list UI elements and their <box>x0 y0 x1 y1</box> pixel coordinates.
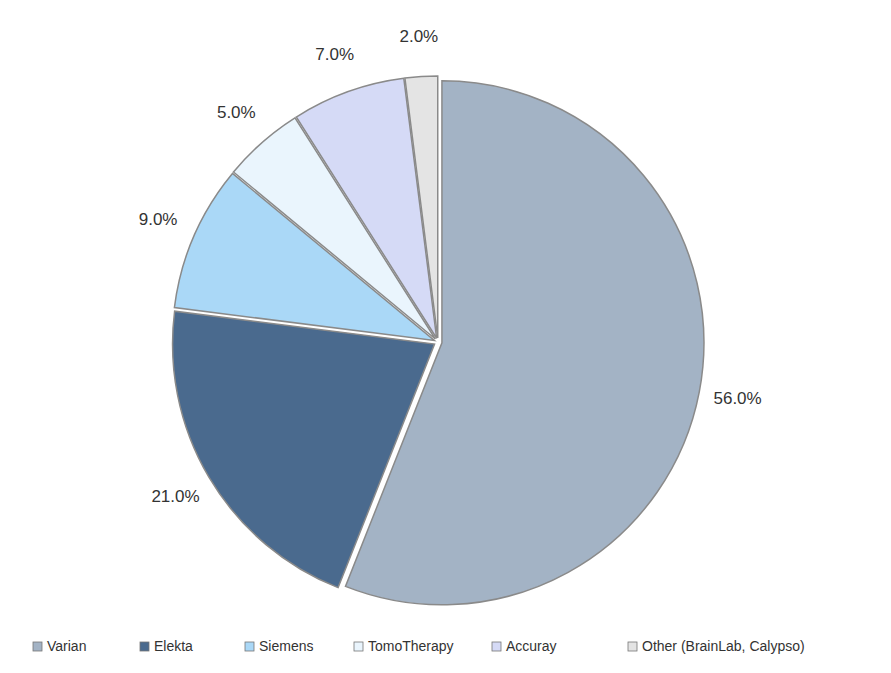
legend-swatch <box>33 642 42 651</box>
legend-label: Elekta <box>154 638 193 654</box>
pie-slice <box>405 76 438 338</box>
legend-entry: Elekta <box>140 638 193 654</box>
legend: Varian Elekta Siemens TomoTherapy Accuray Oth… <box>33 638 805 654</box>
legend-swatch <box>492 642 501 651</box>
chart: 56.0% 21.0% 9.0% 5.0% 7.0% 2.0% Varian Elekta Si… <box>0 0 891 673</box>
legend-swatch <box>140 642 149 651</box>
data-label: 21.0% <box>151 487 199 506</box>
pie-slice <box>173 311 435 587</box>
legend-swatch <box>628 642 637 651</box>
data-label: 7.0% <box>315 45 354 64</box>
data-labels: 56.0% 21.0% 9.0% 5.0% 7.0% 2.0% <box>139 27 762 506</box>
data-label: 9.0% <box>139 210 178 229</box>
legend-entry: Other (BrainLab, Calypso) <box>628 638 805 654</box>
data-label: 2.0% <box>399 27 438 46</box>
legend-entry: Accuray <box>492 638 557 654</box>
legend-label: Varian <box>47 638 86 654</box>
legend-label: Siemens <box>259 638 313 654</box>
pie <box>173 76 704 605</box>
legend-swatch <box>245 642 254 651</box>
legend-label: Accuray <box>506 638 557 654</box>
legend-entry: Siemens <box>245 638 313 654</box>
data-label: 5.0% <box>217 103 256 122</box>
legend-swatch <box>354 642 363 651</box>
legend-entry: TomoTherapy <box>354 638 454 654</box>
legend-label: Other (BrainLab, Calypso) <box>642 638 805 654</box>
legend-label: TomoTherapy <box>368 638 454 654</box>
data-label: 56.0% <box>713 389 761 408</box>
legend-entry: Varian <box>33 638 86 654</box>
